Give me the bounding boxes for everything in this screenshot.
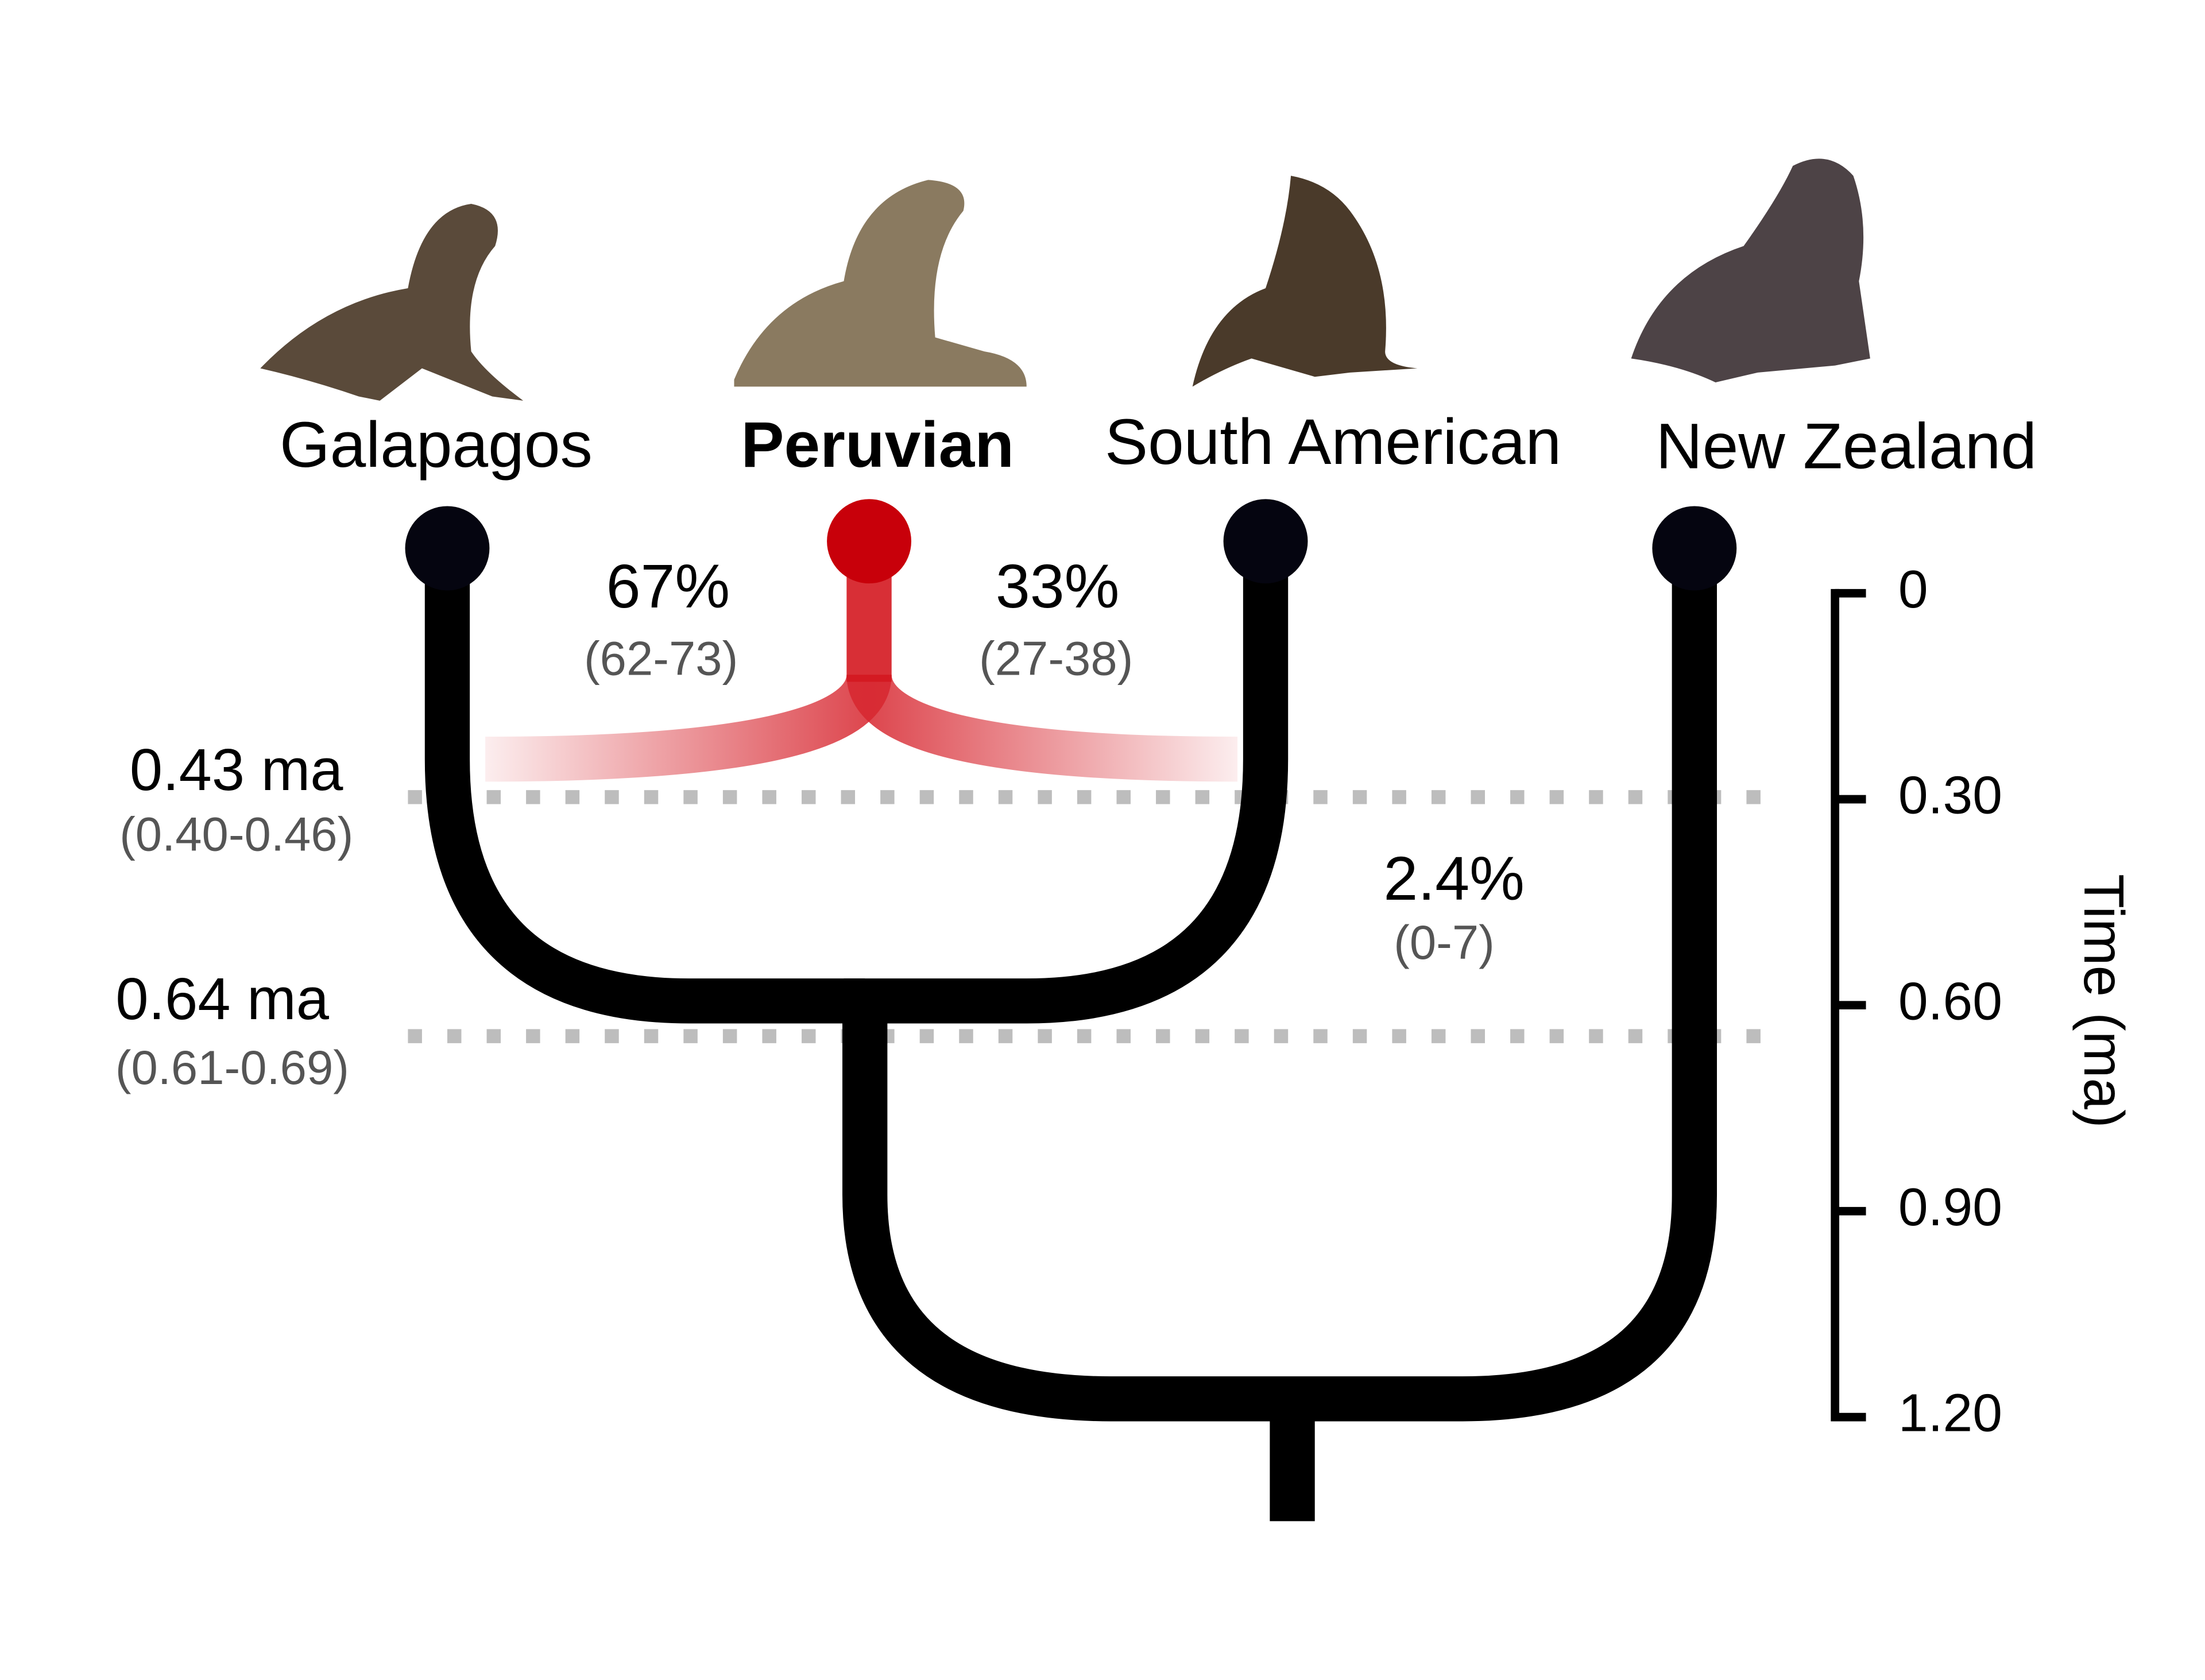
tip bbox=[405, 506, 490, 591]
species-label: Galapagos bbox=[280, 408, 593, 481]
tick-label: 0 bbox=[1898, 559, 1928, 619]
admixture-value: 67% bbox=[606, 551, 730, 621]
axis-title: Time (ma) bbox=[2072, 874, 2136, 1128]
tick-label: 0.30 bbox=[1898, 765, 2002, 825]
seal-galapagos bbox=[260, 204, 524, 401]
admixture-band bbox=[846, 673, 1238, 782]
species-label: Peruvian bbox=[741, 408, 1014, 481]
seal-peruvian bbox=[734, 180, 1027, 387]
admixture-band bbox=[485, 673, 892, 782]
tick-label: 0.90 bbox=[1898, 1177, 2002, 1237]
species-label: South American bbox=[1105, 405, 1561, 478]
tree bbox=[424, 541, 1717, 1522]
species-label: New Zealand bbox=[1655, 409, 2037, 482]
tick-label: 0.60 bbox=[1898, 971, 2002, 1031]
admixture-range: (62-73) bbox=[584, 632, 738, 685]
tip bbox=[1652, 506, 1737, 591]
divergence-range: (0.40-0.46) bbox=[119, 807, 353, 861]
time-axis: 0 0.30 0.60 0.90 1.20 bbox=[1831, 559, 2002, 1443]
branch bbox=[424, 548, 865, 1024]
tick-label: 1.20 bbox=[1898, 1383, 2002, 1443]
peruvian-tip bbox=[827, 499, 911, 584]
seal-south-american bbox=[1192, 176, 1418, 387]
admixture-range: (0-7) bbox=[1394, 916, 1495, 969]
seal-new-zealand bbox=[1631, 158, 1870, 383]
divergence-range: (0.61-0.69) bbox=[115, 1041, 349, 1094]
divergence-time: 0.43 ma bbox=[130, 737, 343, 803]
divergence-time: 0.64 ma bbox=[115, 966, 329, 1032]
tip bbox=[1223, 499, 1308, 584]
admixture-value: 2.4% bbox=[1383, 843, 1525, 913]
admixture-range: (27-38) bbox=[979, 632, 1133, 685]
admixture-value: 33% bbox=[996, 551, 1120, 621]
